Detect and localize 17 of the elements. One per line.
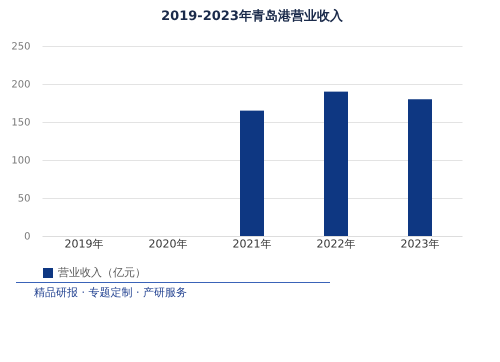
bar — [408, 99, 432, 236]
bar — [324, 92, 348, 236]
y-tick-label: 100 — [11, 156, 30, 166]
y-tick-label: 150 — [11, 118, 30, 128]
y-tick-label: 50 — [18, 194, 30, 204]
legend-label: 营业收入（亿元） — [58, 266, 146, 279]
x-tick-label: 2020年 — [148, 238, 188, 250]
x-tick-label: 2019年 — [64, 238, 104, 250]
x-tick-label: 2021年 — [232, 238, 272, 250]
text: 精品研报 · 专题定制 · 产研服务 — [34, 285, 188, 300]
y-tick-label: 0 — [24, 232, 30, 242]
y-tick-label: 200 — [11, 80, 30, 90]
y-tick-label: 250 — [11, 42, 30, 52]
bar — [240, 110, 264, 236]
chart-title: 2019-2023年青岛港营业收入 — [161, 8, 344, 24]
x-tick-label: 2023年 — [400, 238, 440, 250]
x-tick-label: 2022年 — [316, 238, 356, 250]
